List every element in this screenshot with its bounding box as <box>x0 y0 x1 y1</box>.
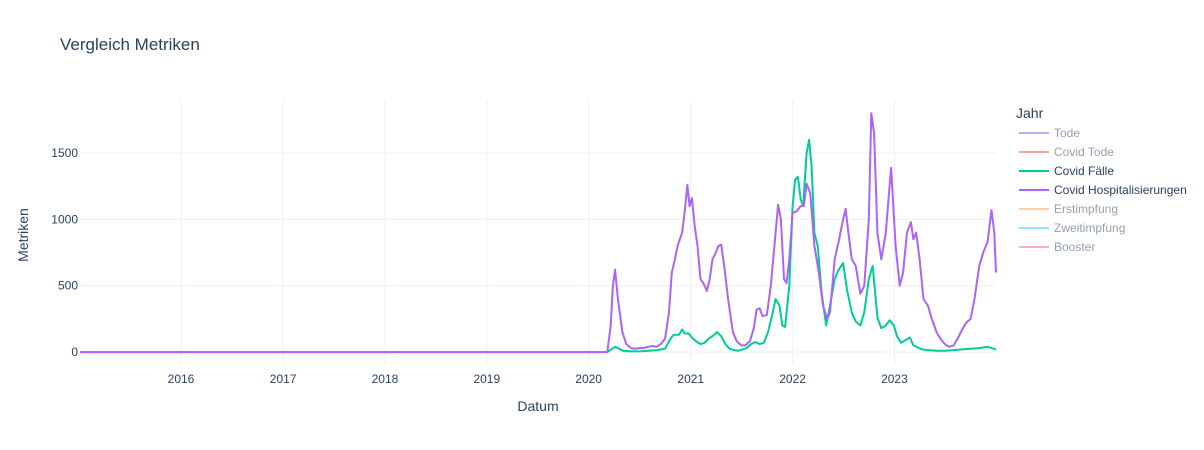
x-tick-label: 2016 <box>168 372 195 386</box>
legend-label: Tode <box>1054 126 1080 140</box>
series-lines <box>80 112 997 354</box>
legend-title: Jahr <box>1016 105 1044 121</box>
y-tick-label: 1500 <box>51 146 78 160</box>
x-tick-label: 2023 <box>881 372 908 386</box>
legend-label: Covid Tode <box>1054 145 1114 159</box>
legend-item-covid-hospitalisierungen[interactable]: Covid Hospitalisierungen <box>1019 183 1187 197</box>
x-tick-label: 2017 <box>270 372 297 386</box>
legend-label: Zweitimpfung <box>1054 221 1125 235</box>
series-line-covid-hospitalisierungen <box>80 112 997 354</box>
x-tick-label: 2021 <box>677 372 704 386</box>
x-tick-label: 2018 <box>372 372 399 386</box>
series-line-covid-fälle <box>80 138 997 354</box>
legend-label: Covid Fälle <box>1054 164 1114 178</box>
legend-item-covid-fälle[interactable]: Covid Fälle <box>1019 164 1114 178</box>
legend-item-zweitimpfung[interactable]: Zweitimpfung <box>1019 221 1125 235</box>
legend-item-erstimpfung[interactable]: Erstimpfung <box>1019 202 1118 216</box>
x-tick-label: 2022 <box>779 372 806 386</box>
legend-label: Booster <box>1054 240 1095 254</box>
legend-item-tode[interactable]: Tode <box>1019 126 1080 140</box>
x-axis-title: Datum <box>517 398 558 414</box>
x-axis-ticks: 2016 2017 2018 2019 2020 2021 2022 2023 <box>168 372 908 386</box>
legend-label: Erstimpfung <box>1054 202 1118 216</box>
legend-item-booster[interactable]: Booster <box>1019 240 1095 254</box>
y-tick-label: 500 <box>58 279 78 293</box>
legend-label: Covid Hospitalisierungen <box>1054 183 1187 197</box>
chart-title: Vergleich Metriken <box>60 35 200 54</box>
y-axis-title: Metriken <box>15 208 31 262</box>
y-axis-ticks: 0 500 1000 1500 <box>51 146 78 359</box>
legend: Jahr Tode Covid Tode Covid Fälle Covid Hosp… <box>1016 105 1187 254</box>
x-tick-label: 2020 <box>575 372 602 386</box>
y-tick-label: 0 <box>71 345 78 359</box>
x-tick-label: 2019 <box>473 372 500 386</box>
legend-item-covid-tode[interactable]: Covid Tode <box>1019 145 1114 159</box>
y-tick-label: 1000 <box>51 212 78 226</box>
